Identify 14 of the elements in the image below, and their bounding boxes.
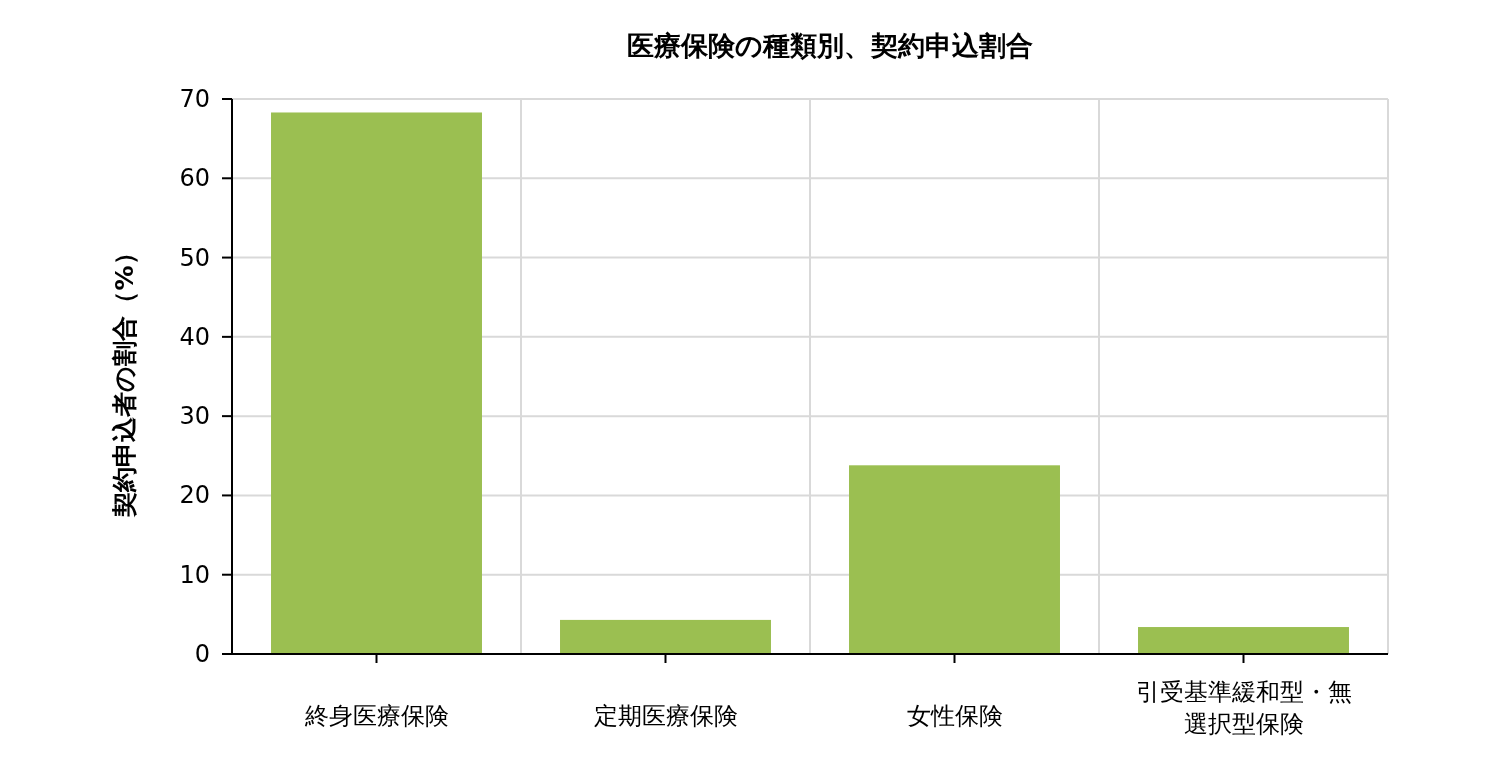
- y-tick-label: 30: [179, 402, 210, 431]
- x-tick-label: 女性保険: [906, 702, 1003, 730]
- y-tick-label: 60: [179, 164, 210, 193]
- x-tick-label: 終身医療保険: [303, 702, 449, 730]
- x-tick-label: 引受基準緩和型・無選択型保険: [1135, 678, 1352, 738]
- y-tick-label: 40: [179, 322, 210, 351]
- y-axis-title: 契約申込者の割合（%）: [110, 240, 139, 518]
- x-tick-label: 定期医療保険: [593, 702, 738, 730]
- y-tick-label: 50: [179, 243, 210, 272]
- y-tick-label: 10: [179, 560, 210, 589]
- chart-title: 医療保険の種類別、契約申込割合: [627, 30, 1033, 61]
- y-tick-label: 0: [194, 640, 210, 668]
- y-tick-label: 20: [179, 481, 210, 510]
- y-tick-label: 70: [179, 85, 210, 113]
